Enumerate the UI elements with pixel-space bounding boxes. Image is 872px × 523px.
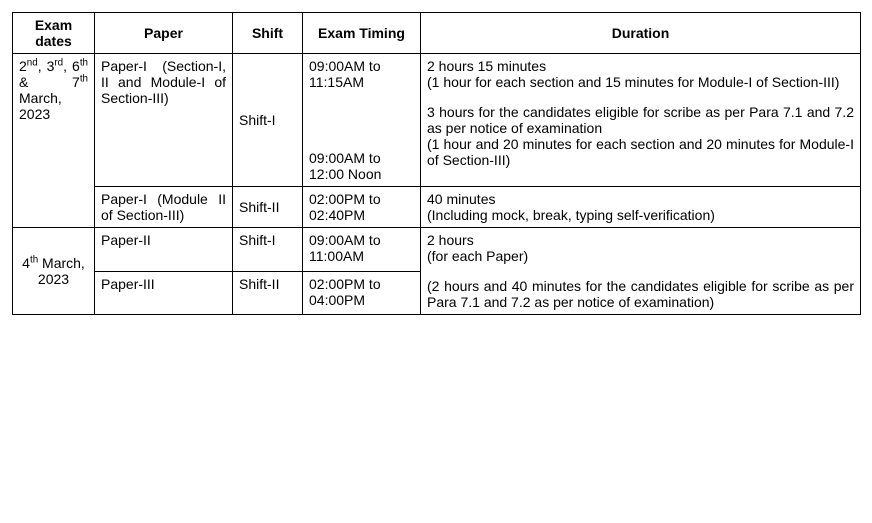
cell-shift-4: Shift-II <box>233 271 303 315</box>
cell-duration-2: 40 minutes (Including mock, break, typin… <box>421 187 861 228</box>
cell-timing-3: 09:00AM to 11:00AM <box>303 228 421 272</box>
header-dates: Exam dates <box>13 13 95 54</box>
duration-2a: 40 minutes <box>427 191 854 207</box>
exam-schedule-table: Exam dates Paper Shift Exam Timing Durat… <box>12 12 861 315</box>
header-row: Exam dates Paper Shift Exam Timing Durat… <box>13 13 861 54</box>
cell-dates-1: 2nd, 3rd, 6th & 7th March, 2023 <box>13 54 95 228</box>
cell-duration-3: 2 hours (for each Paper) (2 hours and 40… <box>421 228 861 315</box>
duration-1a: 2 hours 15 minutes <box>427 58 854 74</box>
table-row: 4th March, 2023 Paper-II Shift-I 09:00AM… <box>13 228 861 272</box>
table-row: 2nd, 3rd, 6th & 7th March, 2023 Paper-I … <box>13 54 861 187</box>
duration-3a: 2 hours <box>427 232 854 248</box>
cell-paper-3: Paper-II <box>95 228 233 272</box>
timing-1b: 09:00AM to 12:00 Noon <box>309 150 414 182</box>
timing-1a: 09:00AM to 11:15AM <box>309 58 414 90</box>
cell-paper-2: Paper-I (Module II of Section-III) <box>95 187 233 228</box>
cell-paper-1: Paper-I (Section-I, II and Module-I of S… <box>95 54 233 187</box>
duration-3b: (for each Paper) <box>427 248 854 264</box>
duration-1b: (1 hour for each section and 15 minutes … <box>427 74 854 90</box>
duration-2b: (Including mock, break, typing self-veri… <box>427 207 854 223</box>
header-paper: Paper <box>95 13 233 54</box>
duration-1d: (1 hour and 20 minutes for each section … <box>427 136 854 168</box>
duration-3c: (2 hours and 40 minutes for the candidat… <box>427 278 854 310</box>
cell-paper-4: Paper-III <box>95 271 233 315</box>
cell-timing-1: 09:00AM to 11:15AM 09:00AM to 12:00 Noon <box>303 54 421 187</box>
header-duration: Duration <box>421 13 861 54</box>
cell-timing-2: 02:00PM to 02:40PM <box>303 187 421 228</box>
cell-shift-2: Shift-II <box>233 187 303 228</box>
header-shift: Shift <box>233 13 303 54</box>
table-row: Paper-I (Module II of Section-III) Shift… <box>13 187 861 228</box>
header-timing: Exam Timing <box>303 13 421 54</box>
cell-dates-3: 4th March, 2023 <box>13 228 95 315</box>
cell-shift-3: Shift-I <box>233 228 303 272</box>
cell-duration-1: 2 hours 15 minutes (1 hour for each sect… <box>421 54 861 187</box>
cell-timing-4: 02:00PM to 04:00PM <box>303 271 421 315</box>
cell-shift-1: Shift-I <box>233 54 303 187</box>
duration-1c: 3 hours for the candidates eligible for … <box>427 104 854 136</box>
